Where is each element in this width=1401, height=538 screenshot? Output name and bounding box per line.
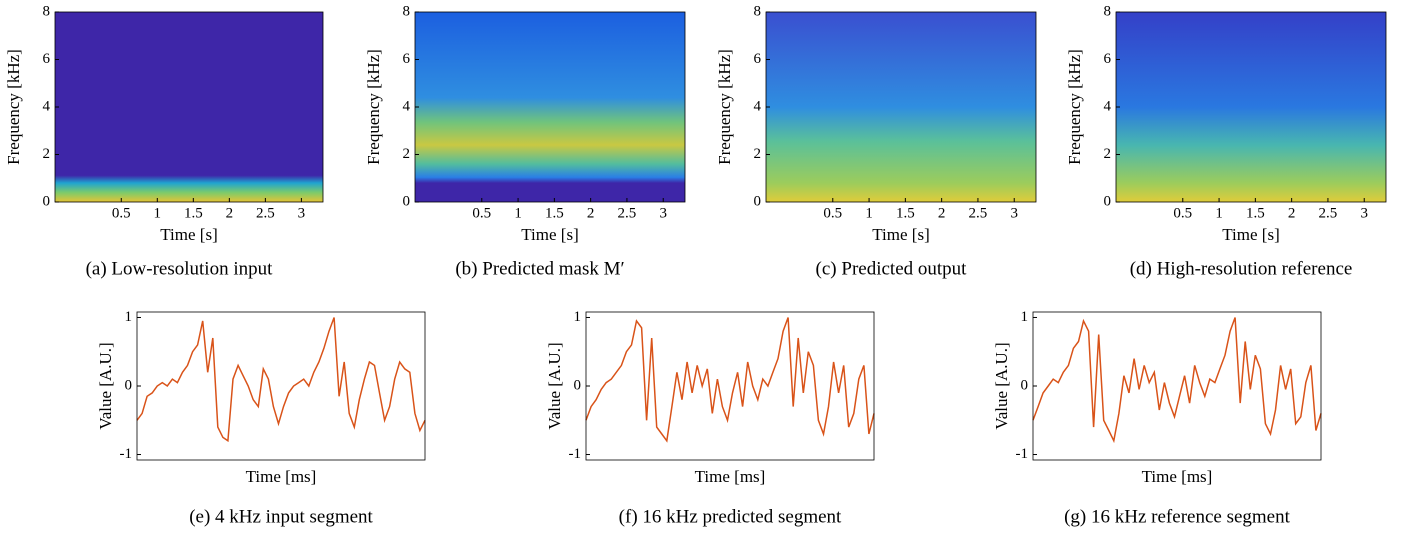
y-axis-label: Frequency [kHz]: [1065, 49, 1084, 165]
y-tick-label: 6: [754, 51, 762, 67]
y-tick-label: -1: [1016, 446, 1029, 462]
y-tick-label: -1: [120, 446, 133, 462]
x-tick-label: 1: [514, 205, 522, 221]
x-tick-label: 1.5: [545, 205, 564, 221]
y-axis-label: Frequency [kHz]: [364, 49, 383, 165]
spectrogram: [415, 12, 685, 202]
x-tick-label: 2.5: [618, 205, 637, 221]
y-axis-label: Value [A.U.]: [992, 342, 1011, 429]
y-tick-label: 1: [1021, 309, 1029, 325]
x-tick-label: 1: [1215, 205, 1223, 221]
caption: (d) High-resolution reference: [1130, 258, 1353, 279]
y-tick-label: 1: [574, 309, 582, 325]
x-axis-label: Time [ms]: [246, 467, 317, 486]
x-tick-label: 2: [1288, 205, 1296, 221]
waveform: [585, 317, 875, 443]
y-axis-label: Value [A.U.]: [545, 342, 564, 429]
y-tick-label: 6: [43, 51, 51, 67]
y-tick-label: 8: [1104, 3, 1112, 19]
caption: (c) Predicted output: [816, 258, 968, 279]
x-tick-label: 3: [1360, 205, 1368, 221]
caption: (e) 4 kHz input segment: [189, 506, 373, 527]
y-tick-label: 0: [1021, 377, 1029, 393]
y-tick-label: 0: [1104, 193, 1112, 209]
caption: (g) 16 kHz reference segment: [1064, 506, 1290, 527]
x-tick-label: 2: [226, 205, 234, 221]
y-tick-label: 0: [125, 377, 133, 393]
waveform: [1032, 317, 1322, 444]
x-axis-label: Time [s]: [872, 225, 929, 244]
y-axis-label: Frequency [kHz]: [715, 49, 734, 165]
y-tick-label: 6: [1104, 51, 1112, 67]
waveform: [136, 317, 426, 443]
x-axis-label: Time [s]: [1222, 225, 1279, 244]
spectrogram: [1116, 12, 1386, 202]
x-tick-label: 3: [1010, 205, 1018, 221]
x-tick-label: 2: [587, 205, 595, 221]
x-tick-label: 1.5: [896, 205, 915, 221]
plot-frame: [136, 311, 426, 461]
x-axis-label: Time [ms]: [1142, 467, 1213, 486]
x-tick-label: 0.5: [1173, 205, 1192, 221]
x-tick-label: 1.5: [184, 205, 203, 221]
y-tick-label: 4: [1104, 98, 1112, 114]
x-tick-label: 3: [298, 205, 306, 221]
y-tick-label: 0: [754, 193, 762, 209]
spectrogram: [766, 12, 1036, 202]
y-tick-label: 0: [43, 193, 51, 209]
y-axis-label: Frequency [kHz]: [4, 49, 23, 165]
y-tick-label: 2: [403, 146, 411, 162]
y-tick-label: 8: [43, 3, 51, 19]
y-tick-label: 1: [125, 309, 133, 325]
x-tick-label: 2: [938, 205, 946, 221]
x-tick-label: 2.5: [1319, 205, 1338, 221]
x-axis-label: Time [ms]: [695, 467, 766, 486]
caption: (a) Low-resolution input: [86, 258, 274, 279]
x-tick-label: 0.5: [112, 205, 131, 221]
x-tick-label: 1: [865, 205, 873, 221]
x-tick-label: 0.5: [472, 205, 491, 221]
y-tick-label: 2: [754, 146, 762, 162]
y-tick-label: 0: [574, 377, 582, 393]
spectrogram: [55, 12, 323, 202]
y-tick-label: 4: [403, 98, 411, 114]
x-axis-label: Time [s]: [521, 225, 578, 244]
caption: (f) 16 kHz predicted segment: [619, 506, 842, 527]
y-tick-label: -1: [569, 446, 582, 462]
y-tick-label: 6: [403, 51, 411, 67]
x-tick-label: 1: [154, 205, 162, 221]
y-tick-label: 2: [43, 146, 51, 162]
x-tick-label: 1.5: [1246, 205, 1265, 221]
y-tick-label: 2: [1104, 146, 1112, 162]
y-axis-label: Value [A.U.]: [96, 342, 115, 429]
y-tick-label: 4: [754, 98, 762, 114]
y-tick-label: 4: [43, 98, 51, 114]
x-axis-label: Time [s]: [160, 225, 217, 244]
caption: (b) Predicted mask M′: [455, 258, 624, 279]
y-tick-label: 8: [754, 3, 762, 19]
x-tick-label: 3: [659, 205, 667, 221]
x-tick-label: 2.5: [969, 205, 988, 221]
y-tick-label: 8: [403, 3, 411, 19]
x-tick-label: 0.5: [823, 205, 842, 221]
x-tick-label: 2.5: [256, 205, 275, 221]
y-tick-label: 0: [403, 193, 411, 209]
